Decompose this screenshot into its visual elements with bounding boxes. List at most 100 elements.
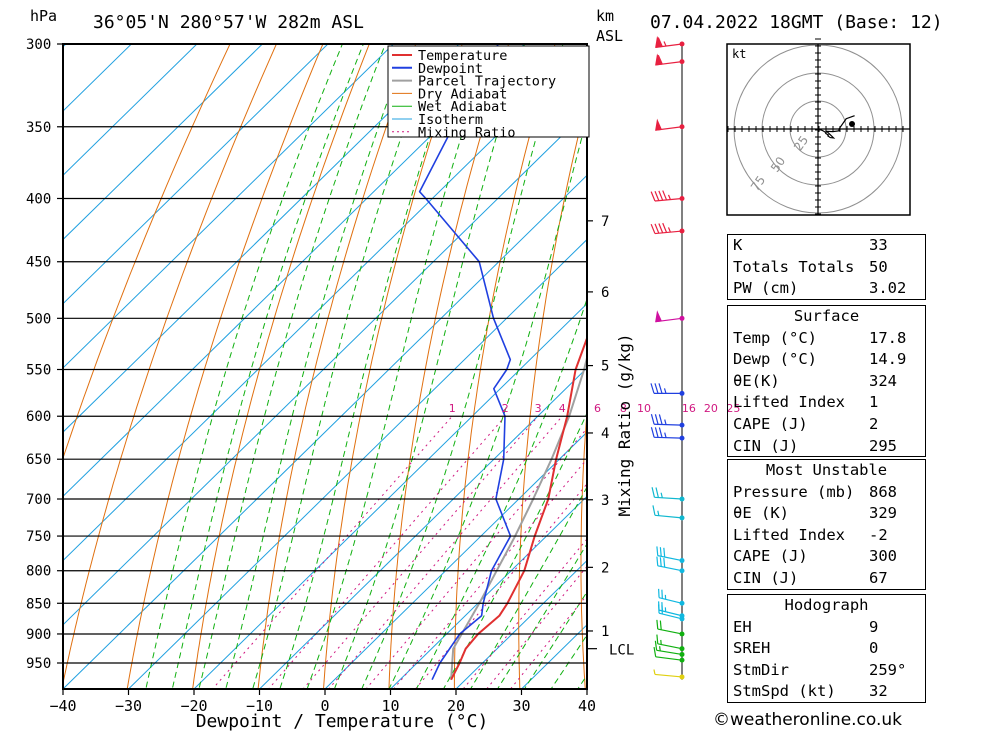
pressure-tick-label: 450	[26, 255, 51, 271]
copyright-footer[interactable]: ©weatheronline.co.uk	[713, 710, 903, 730]
mixing-ratio-axis-title: Mixing Ratio (g/kg)	[615, 333, 634, 516]
wind-level-dot	[679, 558, 685, 564]
wind-barb-full	[658, 190, 664, 201]
wind-barb-staff	[655, 656, 683, 661]
wind-barb-flag	[655, 118, 663, 131]
km-tick-label: 3	[601, 493, 609, 509]
isotherm-line	[324, 431, 587, 689]
wind-barb-staff	[654, 230, 683, 235]
hodograph-trace	[820, 115, 855, 139]
isotherm-line	[63, 110, 587, 626]
isotherm-line	[63, 174, 587, 689]
wind-level-dot	[679, 651, 685, 657]
wet-adiabat-line	[279, 44, 462, 689]
wind-level-dot	[679, 315, 685, 321]
wind-barb-full	[659, 620, 662, 630]
mixing-ratio-label: 16	[682, 402, 696, 415]
wind-barb-flag	[655, 35, 663, 48]
mixing-ratio-line	[392, 458, 587, 689]
hodograph-row: EH 9	[733, 617, 879, 636]
mixing-ratio-line	[267, 415, 506, 689]
legend-entry: Parcel Trajectory	[418, 74, 556, 90]
x-tick-label: −40	[49, 697, 76, 715]
isotherm-line	[63, 44, 67, 48]
mixing-ratio-label: 25	[726, 402, 740, 415]
pressure-tick-label: 300	[26, 37, 51, 53]
mixing-ratio-label: 3	[535, 402, 542, 415]
wet-adiabat-line	[145, 44, 343, 689]
wind-barb-full	[658, 427, 663, 438]
datetime-title: 07.04.2022 18GMT (Base: 12)	[650, 12, 943, 33]
wind-barb-half	[664, 432, 667, 438]
most-unstable-row: CIN (J) 67	[733, 568, 888, 587]
wind-barb-full	[654, 640, 658, 651]
wind-barb-half	[667, 227, 671, 233]
isotherm-line	[193, 303, 587, 689]
wind-barb-staff	[657, 565, 683, 572]
wet-adiabat-line	[171, 44, 364, 689]
wind-barb-full	[659, 557, 662, 567]
wet-adiabat-line	[252, 44, 435, 689]
legend-entry: Dewpoint	[418, 61, 483, 77]
wet-adiabat-line	[361, 44, 564, 689]
mixing-ratio-line	[365, 427, 587, 689]
isotherm-line	[63, 44, 264, 241]
wind-barb-full	[662, 190, 668, 201]
pressure-tick-label: 950	[26, 656, 51, 672]
wind-profile	[650, 35, 685, 680]
legend-entry: Mixing Ratio	[418, 125, 516, 141]
km-tick-label: 6	[601, 285, 609, 301]
km-tick-label: 5	[601, 359, 609, 375]
legend-box	[387, 45, 590, 138]
wind-barb-half	[664, 419, 667, 425]
wind-barb-full	[654, 223, 660, 234]
x-axis-title: Dewpoint / Temperature (°C)	[196, 711, 489, 732]
wind-level-dot	[679, 568, 685, 574]
wind-barb-full	[657, 37, 663, 47]
km-tick-label: 2	[601, 560, 609, 576]
wind-barb-full	[650, 427, 655, 438]
pressure-unit-label: hPa	[30, 7, 57, 25]
isotherm-line	[63, 44, 198, 176]
surface-row: Temp (°C) 17.8	[733, 328, 907, 347]
most-unstable-title: Most Unstable	[765, 461, 888, 479]
wind-barb-full	[654, 383, 659, 394]
mixing-ratio-line	[328, 415, 563, 689]
most-unstable-row: Pressure (mb) 868	[733, 482, 897, 501]
most-unstable-row: CAPE (J) 300	[733, 547, 897, 566]
wind-barb-full	[654, 427, 659, 438]
pressure-tick-label: 700	[26, 492, 51, 508]
hodograph-row: StmSpd (kt) 32	[733, 682, 888, 701]
wind-barb-half	[660, 492, 663, 498]
isotherm-line	[63, 44, 329, 305]
wind-level-dot	[679, 616, 685, 622]
wind-level-dot	[679, 496, 685, 502]
wind-level-dot	[679, 228, 685, 234]
pressure-tick-label: 750	[26, 529, 51, 545]
wind-level-dot	[679, 657, 685, 663]
most-unstable-row: Lifted Index -2	[733, 525, 888, 544]
pressure-tick-label: 850	[26, 596, 51, 612]
wind-barb-full	[663, 547, 666, 558]
dry-adiabat-line	[192, 44, 370, 689]
wind-level-dot	[679, 646, 685, 652]
x-tick-label: 40	[578, 697, 596, 715]
wind-barb-full	[653, 646, 657, 657]
surface-row: Lifted Index 1	[733, 393, 879, 412]
wind-barb-staff	[657, 555, 683, 562]
mixing-ratio-labels: 1 2 3 4 6 8 10 16 20 25	[449, 402, 741, 415]
mixing-ratio-line	[302, 415, 539, 689]
hodograph-row: SREH 0	[733, 639, 879, 658]
hodograph-row: StmDir 259°	[733, 660, 907, 679]
wind-level-dot	[679, 631, 685, 637]
wind-barb-half	[657, 510, 660, 516]
surface-row: CAPE (J) 2	[733, 414, 879, 433]
legend-entry: Dry Adiabat	[418, 86, 507, 102]
wind-barb-full	[654, 414, 659, 425]
hodograph-title: Hodograph	[784, 596, 869, 614]
location-title: 36°05'N 280°57'W 282m ASL	[93, 12, 364, 33]
dry-adiabat-line	[641, 0, 718, 717]
isotherm-line	[63, 44, 133, 112]
